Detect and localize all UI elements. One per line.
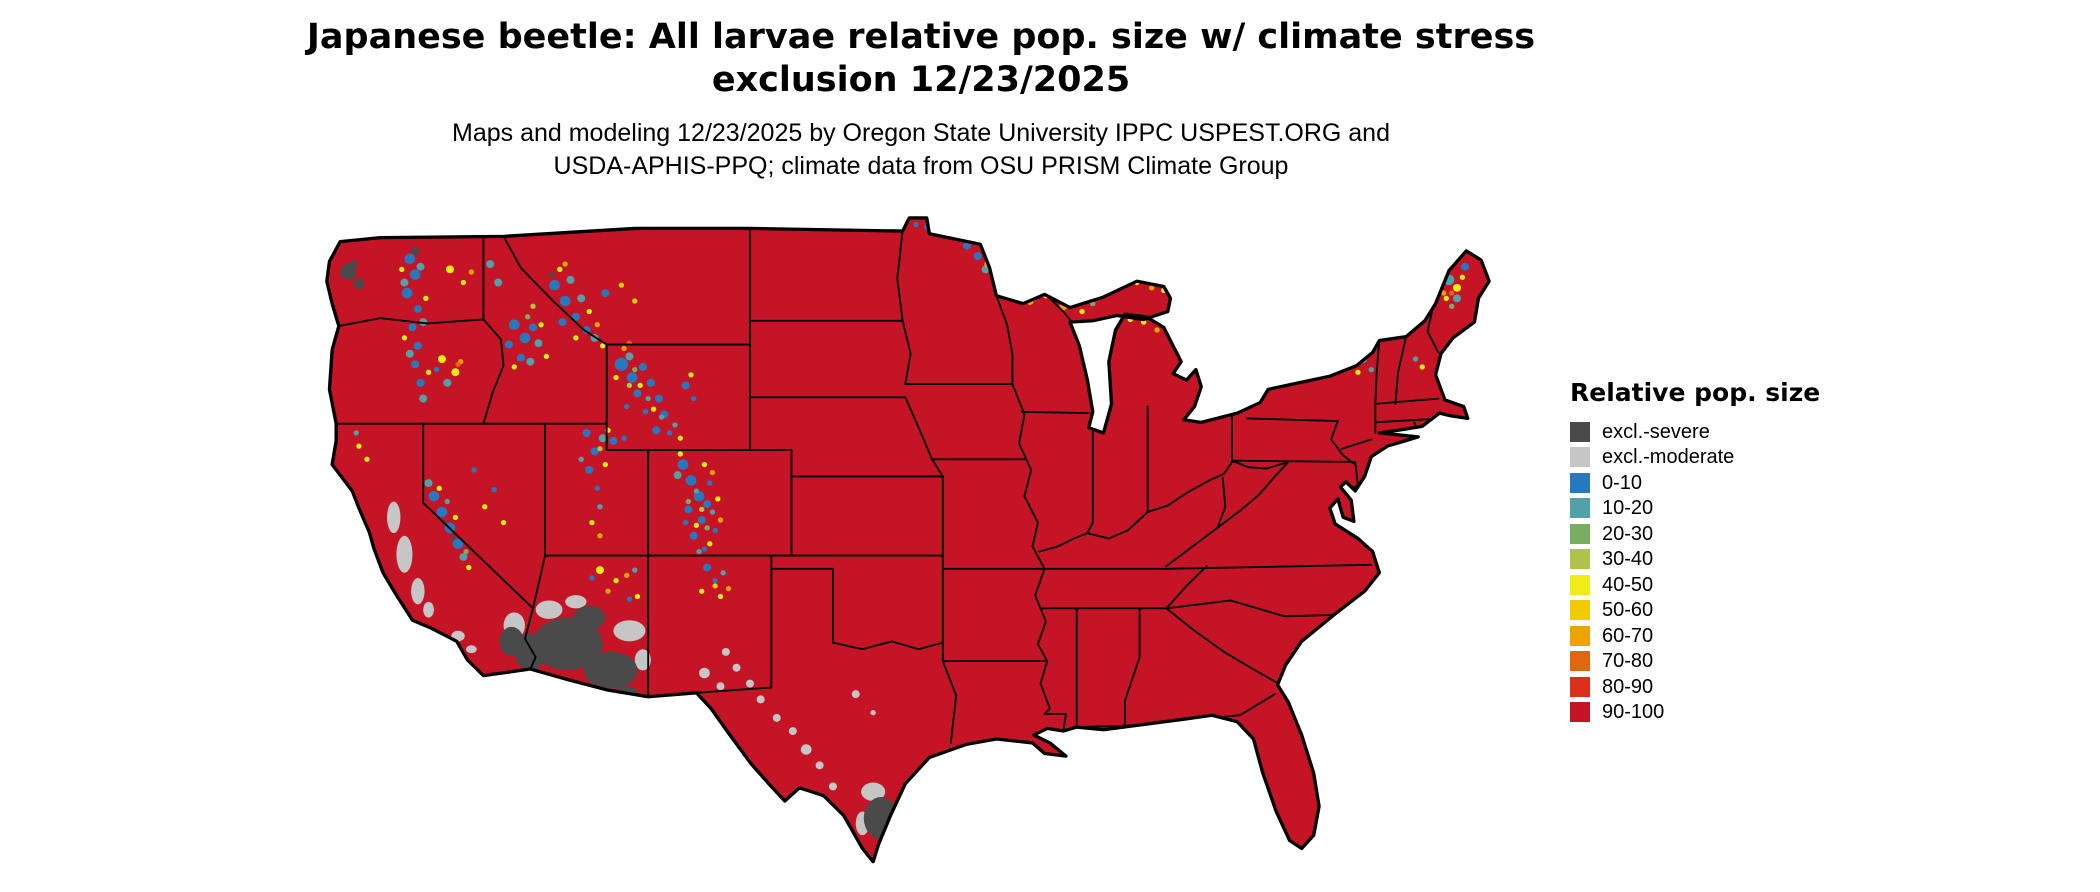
legend-item-label: 70-80	[1602, 650, 1654, 673]
legend-color-swatch	[1570, 498, 1590, 519]
legend-item: 0-10	[1570, 470, 1870, 496]
legend-color-swatch	[1570, 702, 1590, 723]
us-map-svg	[325, 216, 1491, 864]
legend-item: 30-40	[1570, 547, 1870, 573]
legend-color-swatch	[1570, 651, 1590, 672]
map-subtitle-line1: Maps and modeling 12/23/2025 by Oregon S…	[452, 119, 1390, 148]
legend-item-label: 50-60	[1602, 599, 1654, 622]
legend-item-label: 30-40	[1602, 548, 1654, 571]
us-map	[300, 206, 1532, 892]
us-outline	[325, 216, 1491, 864]
state-borders	[335, 227, 1442, 744]
legend-item-label: 90-100	[1602, 701, 1665, 724]
legend-item: 50-60	[1570, 598, 1870, 624]
map-header: Japanese beetle: All larvae relative pop…	[0, 16, 1842, 183]
legend-item: 90-100	[1570, 700, 1870, 726]
legend-color-swatch	[1570, 625, 1590, 646]
legend-items: excl.-severe excl.-moderate 0-10 10-20 2…	[1570, 419, 1870, 725]
legend-color-swatch	[1570, 549, 1590, 570]
legend-item: 80-90	[1570, 674, 1870, 700]
map-title-line1: Japanese beetle: All larvae relative pop…	[306, 17, 1536, 57]
legend-item-label: 80-90	[1602, 675, 1654, 698]
legend-item: 70-80	[1570, 649, 1870, 675]
legend-item: 60-70	[1570, 623, 1870, 649]
map-title: Japanese beetle: All larvae relative pop…	[0, 16, 1842, 101]
legend-item-label: 0-10	[1602, 471, 1643, 494]
legend-color-swatch	[1570, 523, 1590, 544]
legend-color-swatch	[1570, 421, 1590, 442]
legend-item-label: 20-30	[1602, 522, 1654, 545]
legend-item-label: 60-70	[1602, 624, 1654, 647]
legend-color-swatch	[1570, 447, 1590, 468]
legend-item: excl.-moderate	[1570, 445, 1870, 471]
legend-color-swatch	[1570, 472, 1590, 493]
legend-item-label: 10-20	[1602, 497, 1654, 520]
legend-color-swatch	[1570, 574, 1590, 595]
legend-item-label: excl.-severe	[1602, 420, 1710, 443]
map-subtitle: Maps and modeling 12/23/2025 by Oregon S…	[0, 117, 1842, 183]
legend-item: 20-30	[1570, 521, 1870, 547]
map-legend: Relative pop. size excl.-severe excl.-mo…	[1570, 378, 1870, 725]
legend-title: Relative pop. size	[1570, 378, 1821, 407]
legend-item: excl.-severe	[1570, 419, 1870, 445]
map-subtitle-line2: USDA-APHIS-PPQ; climate data from OSU PR…	[553, 152, 1289, 181]
map-title-line2: exclusion 12/23/2025	[711, 59, 1131, 100]
class-30-40-patches	[530, 303, 705, 513]
us-base-fill	[326, 217, 1490, 862]
legend-color-swatch	[1570, 676, 1590, 697]
legend-item: 40-50	[1570, 572, 1870, 598]
legend-item-label: excl.-moderate	[1602, 446, 1735, 469]
legend-color-swatch	[1570, 600, 1590, 621]
legend-item: 10-20	[1570, 496, 1870, 522]
legend-item-label: 40-50	[1602, 573, 1654, 596]
